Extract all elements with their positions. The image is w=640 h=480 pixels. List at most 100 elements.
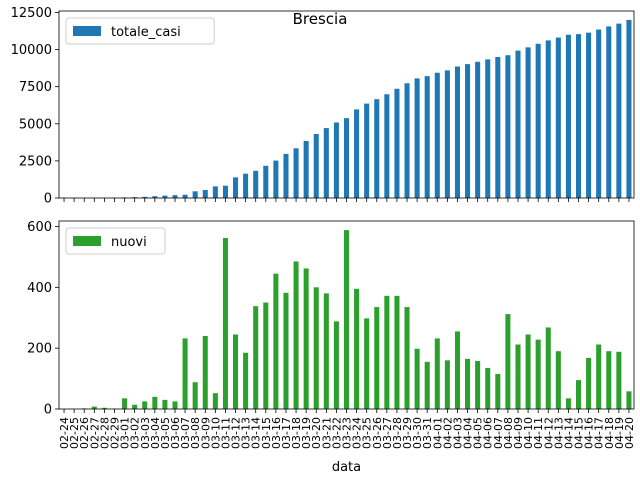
bar-nuovi-04-03 <box>454 331 460 409</box>
x-tick-label: 03-14 <box>250 417 263 449</box>
bar-nuovi-04-13 <box>555 351 561 409</box>
y-tick-label: 0 <box>44 403 52 418</box>
bar-nuovi-02-27 <box>91 406 97 409</box>
bar-nuovi-03-23 <box>343 230 350 409</box>
bar-totale_casi-04-08 <box>505 55 511 199</box>
bar-totale_casi-04-03 <box>454 66 460 198</box>
bar-nuovi-03-04 <box>152 396 158 409</box>
bar-nuovi-03-15 <box>263 302 269 409</box>
x-tick-label: 04-14 <box>562 417 575 449</box>
bar-nuovi-03-06 <box>172 401 178 409</box>
bar-nuovi-04-06 <box>485 367 491 409</box>
y-tick-label: 7500 <box>19 80 52 95</box>
x-tick-label: 03-03 <box>139 417 152 449</box>
bar-totale_casi-03-18 <box>293 148 299 198</box>
x-tick-label: 03-12 <box>230 417 243 449</box>
x-tick-label: 03-29 <box>401 417 414 449</box>
x-tick-label: 02-27 <box>88 417 101 449</box>
bottom-panel-nuovi: 0 200 400 600 02-2402-2502-2602-2702-2802-29… <box>27 220 636 449</box>
bar-totale_casi-03-11 <box>222 185 228 198</box>
bar-nuovi-03-25 <box>364 318 370 409</box>
bar-totale_casi-03-05 <box>162 195 168 198</box>
x-tick-label: 03-21 <box>320 417 333 449</box>
x-tick-label: 03-26 <box>371 417 384 449</box>
bar-totale_casi-04-12 <box>545 40 551 198</box>
bar-totale_casi-03-23 <box>343 118 350 198</box>
bar-totale_casi-03-31 <box>424 76 430 198</box>
x-tick-label: 04-12 <box>542 417 555 449</box>
x-tick-label: 03-15 <box>260 417 273 449</box>
bar-nuovi-04-16 <box>586 357 592 409</box>
x-tick-label: 03-01 <box>119 417 132 449</box>
x-tick-label: 03-04 <box>149 417 162 449</box>
x-tick-label: 04-01 <box>431 417 444 449</box>
x-tick-label: 03-23 <box>341 417 354 449</box>
bar-nuovi-03-30 <box>414 348 420 409</box>
x-tick-label: 04-16 <box>583 417 596 449</box>
chart-title: Brescia <box>293 10 348 28</box>
bar-totale_casi-03-30 <box>414 78 420 198</box>
bar-totale_casi-04-14 <box>565 34 571 198</box>
x-tick-label: 04-13 <box>552 417 565 449</box>
bar-nuovi-03-12 <box>233 334 239 409</box>
x-tick-label: 04-17 <box>593 417 606 449</box>
bar-totale_casi-03-14 <box>253 170 259 198</box>
x-tick-label: 03-13 <box>240 417 253 449</box>
bar-nuovi-03-28 <box>394 295 400 409</box>
bar-nuovi-04-14 <box>565 398 571 409</box>
x-tick-label: 04-06 <box>482 417 495 449</box>
legend: nuovi <box>65 227 166 255</box>
bar-totale_casi-04-09 <box>515 50 521 198</box>
bar-totale_casi-03-21 <box>323 128 329 198</box>
x-tick-label: 03-06 <box>169 417 182 449</box>
bar-totale_casi-03-20 <box>313 134 319 198</box>
bar-nuovi-04-15 <box>576 380 582 409</box>
bar-totale_casi-03-27 <box>384 94 390 198</box>
x-tick-label: 04-08 <box>502 417 515 449</box>
legend-label: totale_casi <box>111 25 181 40</box>
bar-nuovi-04-17 <box>596 344 602 409</box>
x-tick-label: 04-11 <box>532 417 545 449</box>
bar-nuovi-03-14 <box>253 306 259 409</box>
y-tick-label: 600 <box>27 220 52 235</box>
x-tick-label: 02-28 <box>98 417 111 449</box>
legend-box <box>65 227 166 255</box>
bar-nuovi-04-02 <box>444 360 450 409</box>
x-tick-label: 04-19 <box>613 417 626 449</box>
bar-totale_casi-03-08 <box>192 191 198 198</box>
x-tick-label: 03-25 <box>361 417 374 449</box>
bar-nuovi-03-05 <box>162 399 168 409</box>
bar-totale_casi-03-19 <box>303 141 309 198</box>
bar-totale_casi-03-28 <box>394 88 400 198</box>
bar-totale_casi-03-25 <box>364 103 370 198</box>
x-tick-label: 03-30 <box>411 417 424 449</box>
bar-totale_casi-03-15 <box>263 165 269 198</box>
bar-nuovi-03-24 <box>354 288 360 409</box>
bar-nuovi-03-20 <box>313 287 319 409</box>
x-tick-label: 03-10 <box>209 417 222 449</box>
bar-nuovi-03-29 <box>404 307 410 409</box>
bar-nuovi-04-05 <box>475 360 481 409</box>
x-tick-label: 03-31 <box>421 417 434 449</box>
bar-totale_casi-04-05 <box>475 61 481 199</box>
x-tick-label: 04-10 <box>522 417 535 449</box>
bar-totale_casi-03-16 <box>273 160 279 198</box>
bar-totale_casi-03-24 <box>354 109 360 198</box>
y-tick-label: 0 <box>44 192 52 207</box>
bar-nuovi-03-21 <box>323 293 329 409</box>
bar-nuovi-04-19 <box>616 351 622 409</box>
y-tick-label: 200 <box>27 342 52 357</box>
x-tick-label: 03-16 <box>270 417 283 449</box>
x-tick-label: 04-04 <box>462 417 475 449</box>
x-tick-label: 03-07 <box>179 417 192 449</box>
x-tick-label: 03-22 <box>330 417 343 449</box>
x-tick-label: 03-17 <box>280 417 293 449</box>
bar-nuovi-03-22 <box>333 321 339 409</box>
bar-totale_casi-04-11 <box>535 43 541 198</box>
bar-nuovi-03-07 <box>182 338 188 409</box>
bar-nuovi-04-07 <box>495 374 501 409</box>
bar-totale_casi-03-29 <box>404 83 410 198</box>
x-tick-label: 03-20 <box>310 417 323 449</box>
bar-nuovi-04-09 <box>515 344 521 409</box>
